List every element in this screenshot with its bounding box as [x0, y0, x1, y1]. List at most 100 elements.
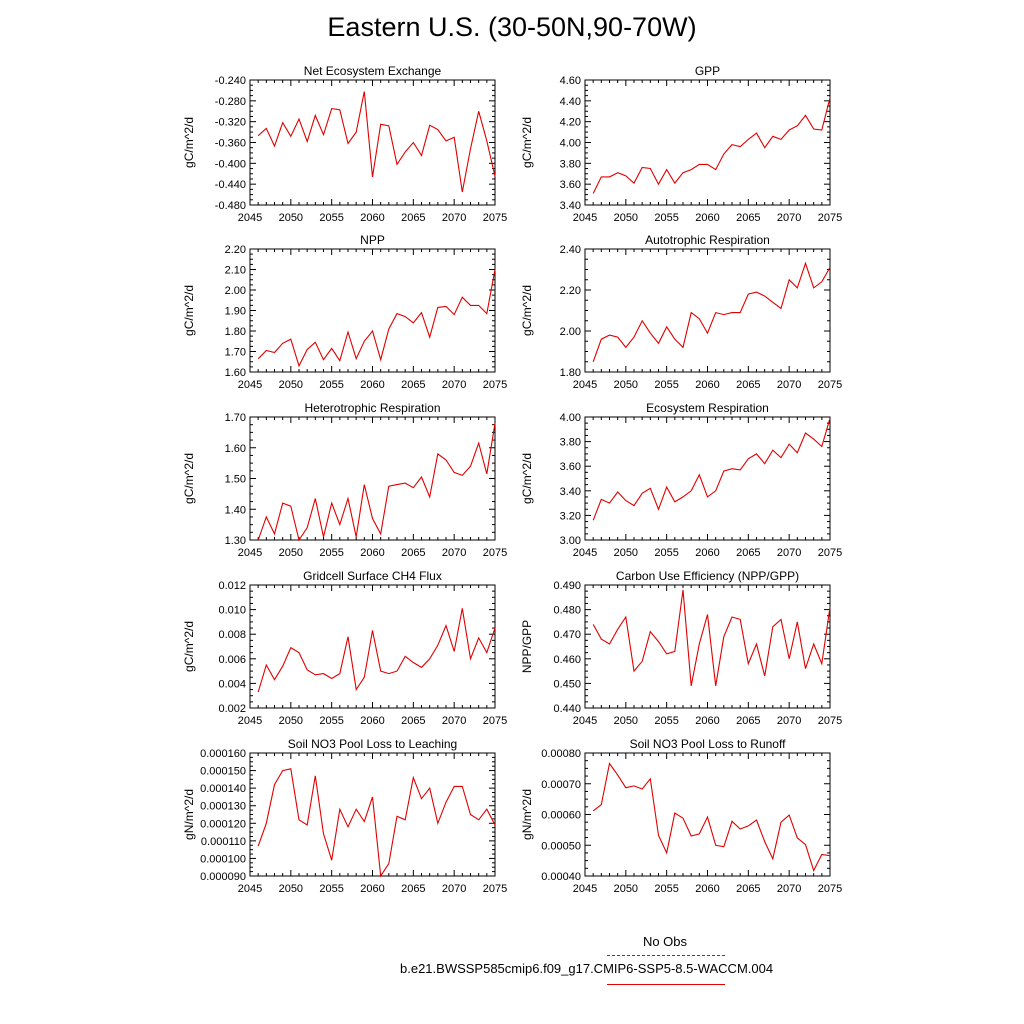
panel-8-xtick-label: 2045: [238, 883, 262, 895]
panel-4-ytick-label: 1.30: [225, 535, 246, 547]
panel-1-ytick-label: 3.40: [560, 200, 581, 212]
panel-7-xtick-label: 2045: [573, 715, 597, 727]
panel-8-series-line: [257, 768, 496, 878]
panel-0-xtick-label: 2055: [319, 212, 343, 224]
panel-8-xtick-label: 2075: [483, 883, 507, 895]
panel-0-title: Net Ecosystem Exchange: [304, 64, 442, 78]
panel-6-ytick-label: 0.012: [218, 580, 246, 592]
panel-0-xtick-label: 2075: [483, 212, 507, 224]
panel-8-ytick-label: 0.000100: [200, 853, 246, 865]
panel-0-ytick-label: -0.400: [215, 158, 246, 170]
panel-0-ylabel: gC/m^2/d: [182, 117, 196, 168]
panel-3-xtick-label: 2050: [614, 379, 638, 391]
panel-7-xtick-label: 2055: [654, 715, 678, 727]
panel-9-xtick-label: 2050: [614, 883, 638, 895]
legend-model-line: [607, 984, 725, 985]
panel-8-ytick-label: 0.000140: [200, 783, 246, 795]
panel-0-xtick-label: 2045: [238, 212, 262, 224]
panel-0-series-line: [257, 91, 496, 193]
panel-1-ytick-label: 4.00: [560, 138, 581, 150]
panel-5-xtick-label: 2070: [777, 547, 801, 559]
panel-7-xtick-label: 2065: [736, 715, 760, 727]
panel-5-xtick-label: 2055: [654, 547, 678, 559]
panel-0-xtick-label: 2070: [442, 212, 466, 224]
panel-8-xtick-label: 2050: [279, 883, 303, 895]
panel-9-xtick-label: 2045: [573, 883, 597, 895]
panel-4-ytick-label: 1.70: [225, 412, 246, 424]
panel-5-ytick-label: 3.60: [560, 461, 581, 473]
panel-4-xtick-label: 2070: [442, 547, 466, 559]
panel-1-xtick-label: 2075: [818, 212, 842, 224]
panel-5-xtick-label: 2050: [614, 547, 638, 559]
panel-7-xtick-label: 2070: [777, 715, 801, 727]
panel-7-ytick-label: 0.440: [553, 703, 581, 715]
panel-1-frame: [584, 79, 831, 206]
panel-9-title: Soil NO3 Pool Loss to Runoff: [630, 737, 787, 751]
panel-1-ytick-label: 4.60: [560, 75, 581, 87]
panel-3-xtick-label: 2060: [695, 379, 719, 391]
panel-7-ylabel: NPP/GPP: [520, 620, 534, 673]
panel-4-ytick-label: 1.40: [225, 504, 246, 516]
panel-5-xtick-label: 2060: [695, 547, 719, 559]
panel-1-xtick-label: 2070: [777, 212, 801, 224]
panel-7-xtick-label: 2060: [695, 715, 719, 727]
panel-8-ytick-label: 0.000150: [200, 766, 246, 778]
panel-0-frame: [249, 79, 496, 206]
panel-9-ytick-label: 0.00050: [541, 840, 581, 852]
panel-0-xtick-label: 2065: [401, 212, 425, 224]
panel-0-ytick-label: -0.280: [215, 96, 246, 108]
panel-5-xtick-label: 2045: [573, 547, 597, 559]
panel-6-ytick-label: 0.010: [218, 605, 246, 617]
panel-2-xtick-label: 2055: [319, 379, 343, 391]
panel-6-title: Gridcell Surface CH4 Flux: [303, 569, 442, 583]
panel-5-title: Ecosystem Respiration: [646, 401, 769, 415]
panel-3-ytick-label: 2.00: [560, 326, 581, 338]
panel-8-ytick-label: 0.000110: [201, 836, 246, 848]
panel-1-xtick-label: 2065: [736, 212, 760, 224]
panel-8-ytick-label: 0.000120: [200, 818, 246, 830]
panel-1-title: GPP: [695, 64, 720, 78]
panel-9-xtick-label: 2060: [695, 883, 719, 895]
panel-7-title: Carbon Use Efficiency (NPP/GPP): [616, 569, 799, 583]
panel-5-ytick-label: 4.00: [560, 412, 581, 424]
legend-model-label: b.e21.BWSSP585cmip6.f09_g17.CMIP6-SSP5-8…: [400, 961, 774, 976]
panel-3-xtick-label: 2070: [777, 379, 801, 391]
page-title: Eastern U.S. (30-50N,90-70W): [327, 12, 697, 42]
panel-1-ytick-label: 4.20: [560, 117, 581, 129]
panel-2-xtick-label: 2050: [279, 379, 303, 391]
panel-5-series-line: [592, 418, 831, 521]
panel-2-xtick-label: 2060: [360, 379, 384, 391]
panel-3-ytick-label: 2.40: [560, 244, 581, 256]
panel-6-xtick-label: 2065: [401, 715, 425, 727]
panel-4-xtick-label: 2045: [238, 547, 262, 559]
panel-6-xtick-label: 2070: [442, 715, 466, 727]
panel-6-series-line: [257, 608, 496, 693]
panel-1-series-line: [592, 97, 831, 194]
panel-8-xtick-label: 2065: [401, 883, 425, 895]
panel-5-xtick-label: 2065: [736, 547, 760, 559]
panel-7-series-line: [592, 589, 831, 687]
panel-1-ytick-label: 3.60: [560, 179, 581, 191]
legend-obs-label: No Obs: [642, 934, 688, 949]
panel-0-ytick-label: -0.440: [215, 179, 246, 191]
panel-0-ytick-label: -0.360: [215, 138, 246, 150]
panel-6-frame: [249, 584, 496, 709]
panel-5-xtick-label: 2075: [818, 547, 842, 559]
panel-2-ytick-label: 2.20: [225, 244, 246, 256]
panel-4-ylabel: gC/m^2/d: [182, 453, 196, 504]
panel-1-ylabel: gC/m^2/d: [520, 117, 534, 168]
panel-8-ytick-label: 0.000130: [200, 801, 246, 813]
panel-9-ytick-label: 0.00040: [541, 871, 581, 883]
panel-0-xtick-label: 2050: [279, 212, 303, 224]
panel-3-series-line: [592, 261, 831, 362]
panel-2-series-line: [257, 269, 496, 368]
panel-3-xtick-label: 2055: [654, 379, 678, 391]
panel-5-ytick-label: 3.40: [560, 486, 581, 498]
panel-7-xtick-label: 2075: [818, 715, 842, 727]
panel-0-ytick-label: -0.240: [215, 75, 246, 87]
panel-4-xtick-label: 2065: [401, 547, 425, 559]
panel-5-ylabel: gC/m^2/d: [520, 453, 534, 504]
panel-3-ylabel: gC/m^2/d: [520, 285, 534, 336]
panel-8-xtick-label: 2060: [360, 883, 384, 895]
panel-6-ylabel: gC/m^2/d: [182, 621, 196, 672]
